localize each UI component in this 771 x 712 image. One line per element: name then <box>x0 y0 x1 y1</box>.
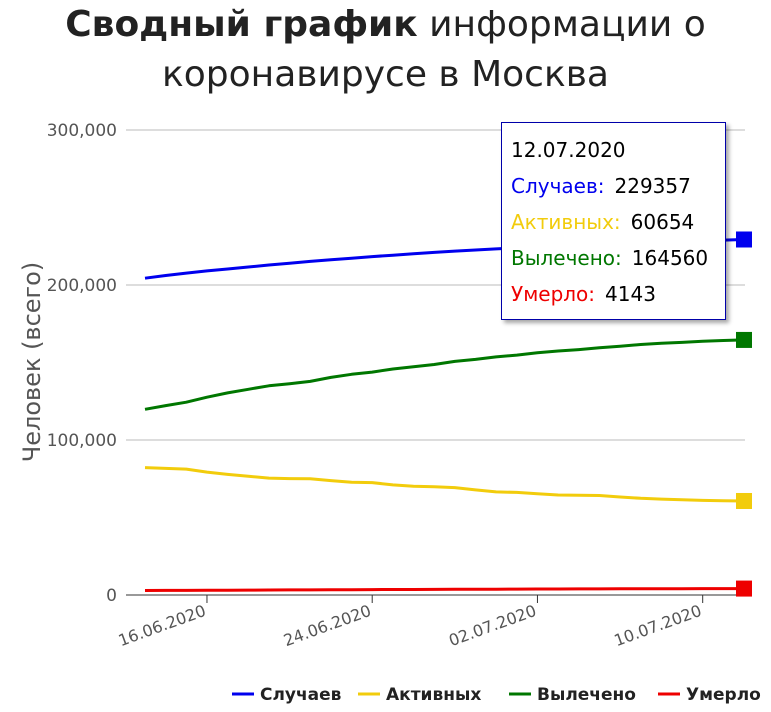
y-tick-label: 200,000 <box>47 276 117 296</box>
tooltip-row-recovered: Вылечено: 164560 <box>511 246 708 270</box>
y-axis-label: Человек (всего) <box>18 262 46 462</box>
x-tick-label: 24.06.2020 <box>281 601 374 650</box>
legend-label[interactable]: Вылечено <box>537 685 636 705</box>
series-end-marker[interactable] <box>736 231 752 248</box>
series-line[interactable] <box>144 587 744 592</box>
y-axis-ticks: 0 100,000 200,000 300,000 <box>47 121 117 606</box>
series-end-marker[interactable] <box>736 331 752 348</box>
tooltip-row-deaths: Умерло: 4143 <box>511 282 656 306</box>
tooltip-label-recovered: Вылечено: <box>511 246 622 270</box>
tooltip-row-cases: Случаев: 229357 <box>511 174 691 198</box>
x-tick-label: 16.06.2020 <box>116 601 209 650</box>
series-end-marker[interactable] <box>736 492 752 509</box>
x-axis-ticks: 16.06.2020 24.06.2020 02.07.2020 10.07.2020 <box>116 595 704 650</box>
series-end-markers <box>736 231 752 597</box>
legend[interactable]: Случаев Активных Вылечено Умерло <box>232 685 761 705</box>
tooltip-date: 12.07.2020 <box>511 138 626 162</box>
chart-title-line-2: коронавирусе в Москва <box>162 54 609 95</box>
tooltip: 12.07.2020 Случаев: 229357 Активных: 60654… <box>501 122 726 320</box>
tooltip-value-active: 60654 <box>630 210 695 234</box>
tooltip-label-active: Активных: <box>511 210 621 234</box>
y-tick-label: 300,000 <box>47 121 117 141</box>
legend-label[interactable]: Активных <box>386 685 481 705</box>
y-tick-label: 0 <box>106 586 117 606</box>
series-line[interactable] <box>144 466 745 503</box>
chart-title-rest: информации о <box>429 4 706 45</box>
chart-title-line-1: Сводный график информации о <box>0 4 771 45</box>
tooltip-value-cases: 229357 <box>614 174 691 198</box>
tooltip-row-active: Активных: 60654 <box>511 210 694 234</box>
tooltip-value-deaths: 4143 <box>605 282 656 306</box>
series-line[interactable] <box>144 338 745 411</box>
chart-title-bold: Сводный график <box>65 4 418 45</box>
tooltip-label-cases: Случаев: <box>511 174 605 198</box>
tooltip-value-recovered: 164560 <box>631 246 709 270</box>
y-tick-label: 100,000 <box>47 431 117 451</box>
series-end-marker[interactable] <box>736 580 752 597</box>
tooltip-label-deaths: Умерло: <box>511 282 596 306</box>
x-tick-label: 02.07.2020 <box>446 601 539 650</box>
x-tick-label: 10.07.2020 <box>611 601 704 650</box>
legend-label[interactable]: Умерло <box>686 685 761 705</box>
legend-label[interactable]: Случаев <box>260 685 342 705</box>
